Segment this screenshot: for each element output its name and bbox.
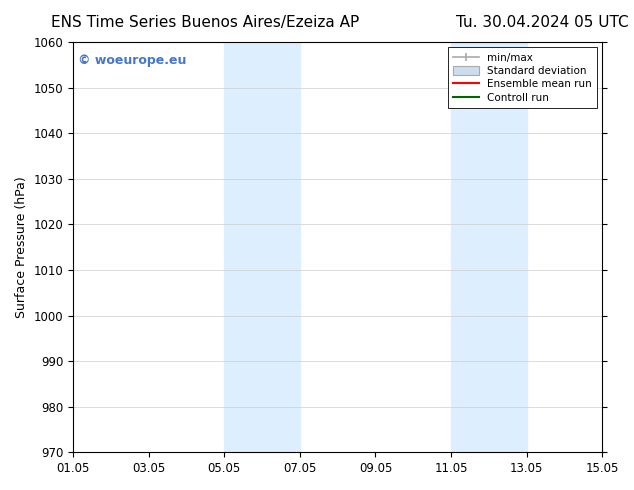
Y-axis label: Surface Pressure (hPa): Surface Pressure (hPa) (15, 176, 28, 318)
Text: ENS Time Series Buenos Aires/Ezeiza AP: ENS Time Series Buenos Aires/Ezeiza AP (51, 15, 359, 30)
Text: © woeurope.eu: © woeurope.eu (79, 54, 186, 67)
Bar (224, 42, 300, 452)
Legend: min/max, Standard deviation, Ensemble mean run, Controll run: min/max, Standard deviation, Ensemble me… (448, 47, 597, 108)
Bar (451, 42, 527, 452)
Text: Tu. 30.04.2024 05 UTC: Tu. 30.04.2024 05 UTC (456, 15, 629, 30)
